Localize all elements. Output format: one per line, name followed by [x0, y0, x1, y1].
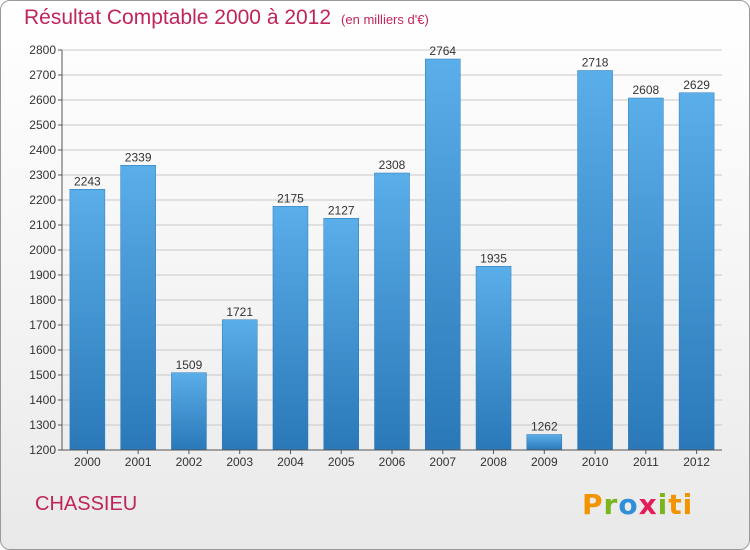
y-tick-label: 1300: [29, 418, 56, 432]
y-tick-label: 2400: [29, 143, 56, 157]
y-tick-label: 1400: [29, 393, 56, 407]
data-label: 2629: [683, 78, 710, 92]
bar-2011: [628, 97, 664, 451]
data-label: 1262: [531, 420, 558, 434]
x-tick-label: 2001: [125, 455, 152, 469]
x-tick-label: 2004: [277, 455, 304, 469]
y-tick-label: 2200: [29, 193, 56, 207]
y-tick-label: 1600: [29, 343, 56, 357]
x-tick-label: 2000: [74, 455, 101, 469]
bar-2008: [475, 266, 512, 451]
bars: [69, 58, 715, 451]
bar-2002: [171, 372, 207, 451]
y-tick-label: 1500: [29, 368, 56, 382]
axes: 1200 1300 1400 1500 1600 1700 1800 1900 2000 2100…: [29, 43, 722, 469]
bar-2005: [323, 218, 359, 451]
y-tick-label: 2000: [29, 243, 56, 257]
data-label: 2175: [277, 191, 304, 205]
x-tick-label: 2006: [379, 455, 406, 469]
y-tick-label: 1700: [29, 318, 56, 332]
data-label: 1935: [480, 251, 507, 265]
data-label: 2339: [125, 150, 152, 164]
bar-2010: [577, 70, 613, 451]
y-tick-label: 1900: [29, 268, 56, 282]
data-label: 2308: [379, 158, 406, 172]
data-label: 2127: [328, 203, 355, 217]
chart-title-text: Résultat Comptable 2000 à 2012: [24, 6, 332, 29]
proxiti-logo: Proxiti: [582, 488, 694, 521]
x-tick-label: 2009: [531, 455, 558, 469]
y-tick-label: 2800: [29, 43, 56, 57]
y-tick-label: 2300: [29, 168, 56, 182]
bar-2009: [526, 434, 563, 451]
data-label: 2608: [632, 83, 659, 97]
data-label: 2764: [429, 44, 456, 58]
data-label: 2243: [74, 174, 101, 188]
bar-2012: [678, 92, 715, 451]
y-tick-label: 1200: [29, 443, 56, 457]
bar-2004: [272, 206, 309, 451]
data-label: 1509: [176, 358, 203, 372]
chart-title: Résultat Comptable 2000 à 2012 (en millie…: [24, 6, 429, 30]
bar-2001: [120, 165, 156, 451]
bar-2003: [221, 319, 258, 451]
y-tick-label: 2500: [29, 118, 56, 132]
data-label: 2718: [582, 56, 609, 70]
y-tick-label: 2600: [29, 93, 56, 107]
x-tick-label: 2010: [582, 455, 609, 469]
y-tick-label: 2700: [29, 68, 56, 82]
x-tick-label: 2012: [683, 455, 710, 469]
bar-2006: [374, 172, 410, 451]
x-tick-label: 2008: [480, 455, 507, 469]
x-tick-label: 2011: [633, 455, 659, 469]
x-tick-label: 2003: [226, 455, 253, 469]
bar-2007: [425, 58, 461, 451]
x-tick-label: 2007: [429, 455, 456, 469]
y-tick-label: 1800: [29, 293, 56, 307]
bar-2000: [69, 189, 106, 451]
x-tick-label: 2005: [328, 455, 355, 469]
y-tick-label: 2100: [29, 218, 56, 232]
data-label: 1721: [226, 305, 253, 319]
unit-label: (en milliers d'€): [341, 12, 429, 27]
data-labels: 2243 2339 1509 1721 2175 2127 2308 2764 1935 1262…: [74, 44, 710, 434]
city-name: CHASSIEU: [35, 493, 138, 515]
x-tick-label: 2002: [176, 455, 203, 469]
